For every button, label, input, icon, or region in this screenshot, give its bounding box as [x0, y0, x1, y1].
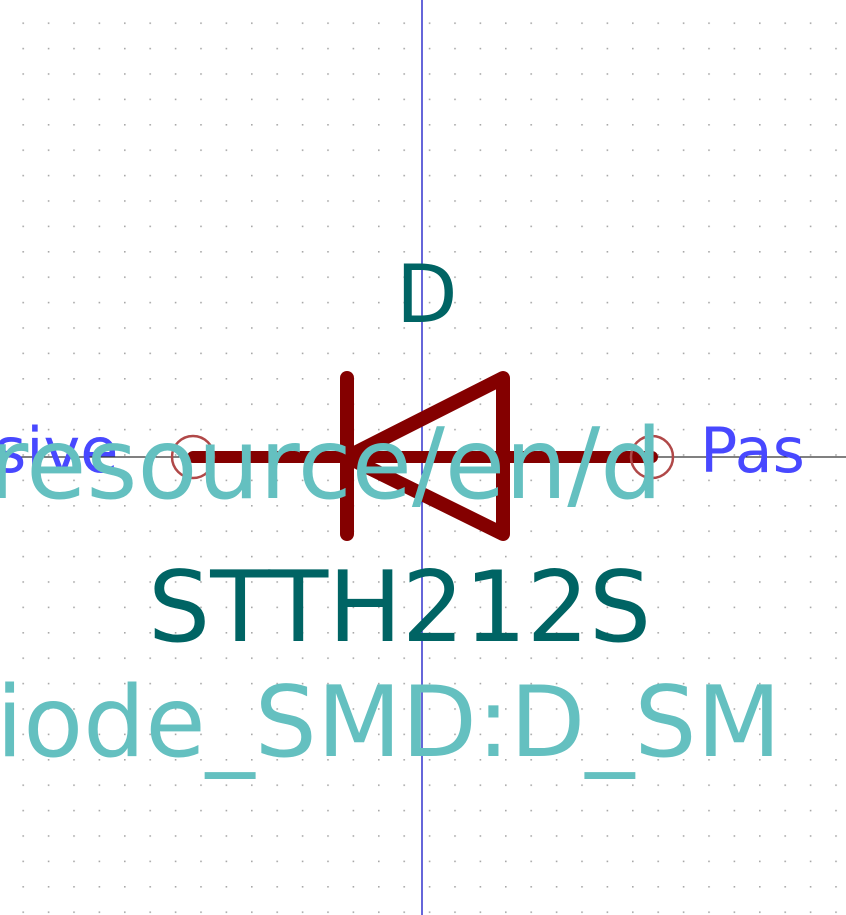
pin-left-type-label: sive	[0, 414, 119, 487]
footprint-field[interactable]: iode_SMD:D_SM	[0, 666, 782, 780]
pin-right-type-label: Pas	[700, 414, 805, 487]
anode-triangle	[340, 371, 510, 541]
datasheet-field[interactable]: resource/en/d	[0, 408, 663, 522]
pin-end-circle-icon[interactable]	[170, 434, 216, 480]
diode-symbol-icon[interactable]	[187, 371, 658, 541]
pin-end-circle-icon[interactable]	[629, 434, 675, 480]
reference-designator[interactable]: D	[396, 248, 458, 341]
value-field[interactable]: STTH212S	[148, 551, 652, 665]
